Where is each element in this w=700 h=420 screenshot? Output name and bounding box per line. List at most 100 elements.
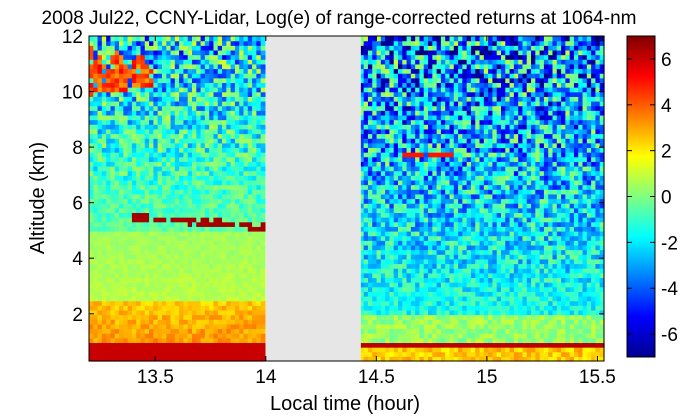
heatmap-cell	[187, 268, 193, 274]
heatmap-cell	[376, 87, 382, 93]
heatmap-cell	[204, 82, 210, 88]
heatmap-cell	[127, 152, 133, 158]
heatmap-cell	[243, 319, 249, 325]
heatmap-cell	[252, 87, 257, 93]
heatmap-cell	[166, 82, 172, 88]
heatmap-cell	[380, 40, 386, 46]
heatmap-cell	[93, 356, 99, 362]
heatmap-cell	[406, 170, 412, 176]
heatmap-cell	[204, 49, 210, 56]
heatmap-cell	[389, 68, 395, 74]
heatmap-cell	[209, 128, 215, 135]
heatmap-cell	[247, 263, 253, 269]
heatmap-cell	[239, 244, 245, 251]
heatmap-cell	[359, 198, 365, 204]
heatmap-cell	[449, 175, 455, 181]
heatmap-cell	[415, 328, 421, 334]
heatmap-cell	[398, 170, 403, 176]
heatmap-cell	[106, 184, 112, 190]
heatmap-cell	[226, 170, 232, 176]
heatmap-cell	[179, 351, 185, 357]
heatmap-cell	[410, 54, 416, 60]
heatmap-cell	[389, 193, 395, 200]
heatmap-cell	[423, 96, 429, 102]
heatmap-cell	[140, 314, 146, 320]
heatmap-cell	[367, 314, 373, 320]
heatmap-cell	[423, 300, 429, 306]
heatmap-cell	[187, 226, 193, 232]
heatmap-cell	[153, 203, 159, 209]
heatmap-cell	[144, 87, 150, 93]
heatmap-cell	[153, 263, 159, 269]
heatmap-cell	[376, 296, 382, 302]
heatmap-cell	[410, 36, 416, 42]
heatmap-cell	[213, 147, 219, 153]
heatmap-cell	[423, 175, 429, 181]
heatmap-cell	[217, 263, 223, 269]
heatmap-cell	[243, 124, 249, 130]
heatmap-cell	[179, 77, 185, 84]
heatmap-cell	[380, 333, 386, 339]
heatmap-cell	[161, 114, 167, 121]
heatmap-cell	[89, 166, 94, 172]
heatmap-cell	[423, 36, 429, 42]
heatmap-cell	[93, 319, 99, 325]
heatmap-cell	[239, 142, 245, 149]
heatmap-cell	[131, 63, 137, 70]
heatmap-cell	[483, 63, 489, 70]
heatmap-cell	[247, 166, 253, 172]
heatmap-cell	[385, 277, 391, 283]
heatmap-cell	[398, 226, 403, 232]
heatmap-cell	[252, 54, 257, 60]
heatmap-cell	[440, 305, 446, 311]
heatmap-cell	[436, 277, 442, 283]
heatmap-cell	[385, 45, 391, 51]
heatmap-cell	[419, 142, 425, 149]
heatmap-cell	[458, 356, 463, 362]
heatmap-cell	[402, 68, 408, 74]
heatmap-cell	[149, 54, 154, 60]
heatmap-cell	[385, 166, 391, 172]
heatmap-cell	[488, 258, 494, 265]
heatmap-cell	[97, 291, 103, 297]
heatmap-cell	[149, 305, 154, 311]
heatmap-cell	[123, 133, 129, 139]
heatmap-cell	[419, 119, 425, 125]
heatmap-cell	[483, 133, 489, 139]
heatmap-cell	[183, 226, 189, 232]
heatmap-cell	[222, 198, 227, 204]
heatmap-cell	[359, 142, 365, 149]
heatmap-cell	[372, 272, 378, 279]
heatmap-cell	[209, 119, 215, 125]
heatmap-cell	[458, 286, 463, 292]
heatmap-cell	[423, 221, 429, 227]
heatmap-cell	[209, 142, 215, 149]
heatmap-cell	[432, 189, 438, 195]
heatmap-cell	[131, 263, 137, 269]
heatmap-cell	[170, 110, 176, 116]
heatmap-cell	[419, 254, 425, 260]
heatmap-cell	[110, 189, 116, 195]
heatmap-cell	[192, 300, 197, 306]
heatmap-cell	[196, 272, 202, 279]
heatmap-cell	[183, 110, 189, 116]
heatmap-cell	[367, 319, 373, 325]
heatmap-cell	[402, 63, 408, 70]
heatmap-cell	[183, 114, 189, 121]
heatmap-cell	[423, 49, 429, 56]
heatmap-cell	[415, 277, 421, 283]
heatmap-cell	[410, 254, 416, 260]
heatmap-cell	[123, 272, 129, 279]
heatmap-cell	[449, 77, 455, 84]
heatmap-cell	[252, 91, 257, 97]
heatmap-cell	[161, 73, 167, 79]
heatmap-cell	[363, 328, 369, 334]
heatmap-cell	[131, 328, 137, 334]
heatmap-cell	[174, 128, 180, 135]
heatmap-cell	[488, 291, 494, 297]
heatmap-cell	[209, 87, 215, 93]
heatmap-cell	[204, 277, 210, 283]
heatmap-cell	[153, 323, 159, 330]
heatmap-cell	[376, 96, 382, 102]
heatmap-cell	[106, 105, 112, 111]
